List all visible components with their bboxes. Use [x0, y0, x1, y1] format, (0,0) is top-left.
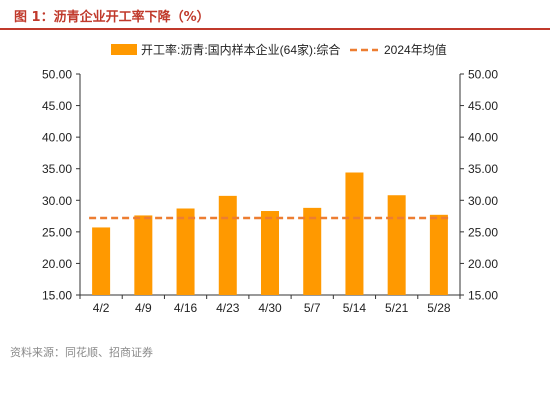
y-tick-label-right: 40.00	[468, 131, 498, 145]
legend-bar-label: 开工率:沥青:国内样本企业(64家):综合	[141, 42, 340, 57]
y-tick-label-left: 15.00	[42, 289, 72, 303]
bar	[387, 195, 406, 295]
y-tick-label-left: 45.00	[42, 99, 72, 113]
figure-title: 图 1：沥青企业开工率下降（%）	[14, 10, 210, 25]
legend-bar-swatch	[111, 44, 137, 55]
y-tick-label-left: 20.00	[42, 257, 72, 271]
figure-source: 资料来源：同花顺、招商证券	[10, 346, 153, 359]
x-tick-label: 5/14	[343, 301, 367, 315]
y-tick-labels: 15.00 15.00 20.00 20.00 25.00 25.00 30.00 30.00…	[42, 68, 498, 303]
y-tick-label-left: 25.00	[42, 225, 72, 239]
x-tick-label: 4/2	[93, 301, 110, 315]
bar	[176, 208, 195, 295]
x-tick-label: 4/9	[135, 301, 152, 315]
y-tick-label-left: 35.00	[42, 162, 72, 176]
y-tick-label-right: 30.00	[468, 194, 498, 208]
bar-series	[92, 172, 448, 295]
bar	[134, 215, 153, 295]
title-divider	[0, 28, 550, 30]
y-tick-label-left: 30.00	[42, 194, 72, 208]
bar	[345, 172, 364, 295]
bar	[92, 227, 111, 295]
x-tick-label: 4/23	[216, 301, 240, 315]
bar	[303, 207, 322, 295]
bar	[429, 214, 448, 295]
y-tick-label-left: 40.00	[42, 131, 72, 145]
x-tick-label: 5/21	[385, 301, 409, 315]
y-tick-label-right: 35.00	[468, 162, 498, 176]
x-tick-label: 5/28	[427, 301, 451, 315]
x-tick-label: 4/16	[174, 301, 198, 315]
x-tick-label: 4/30	[258, 301, 282, 315]
legend-line-label: 2024年均值	[384, 42, 447, 57]
bar	[218, 195, 237, 295]
bar	[261, 211, 279, 295]
y-tick-label-right: 20.00	[468, 257, 498, 271]
x-tick-label: 5/7	[304, 301, 321, 315]
y-tick-label-right: 50.00	[468, 68, 498, 82]
y-tick-label-right: 45.00	[468, 99, 498, 113]
y-tick-label-right: 15.00	[468, 289, 498, 303]
x-tick-labels: 4/2 4/9 4/16 4/23 4/30 5/7 5/14 5/21 5/28	[93, 301, 451, 315]
y-tick-label-left: 50.00	[42, 68, 72, 82]
y-tick-label-right: 25.00	[468, 225, 498, 239]
